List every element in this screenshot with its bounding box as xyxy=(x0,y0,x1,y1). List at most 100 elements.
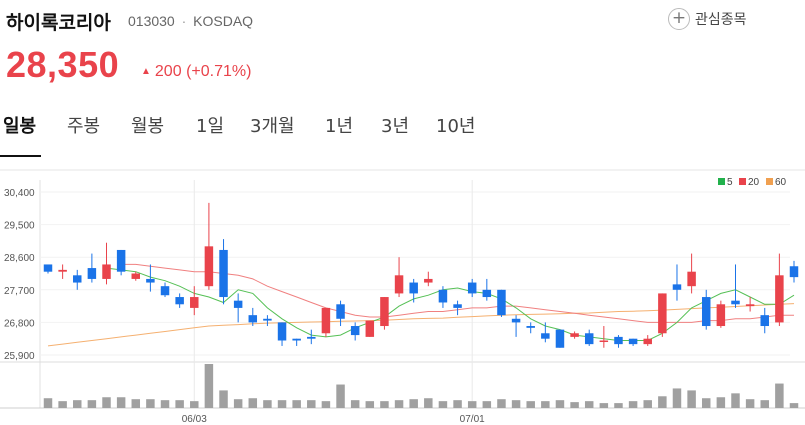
tab-1day[interactable]: 1일 xyxy=(196,116,225,137)
volume-bar xyxy=(497,399,506,408)
candle-body xyxy=(58,269,67,272)
candle xyxy=(526,322,535,334)
candle xyxy=(453,300,462,316)
candle-body xyxy=(248,315,258,323)
legend-label: 5 xyxy=(727,177,733,188)
candle xyxy=(321,307,331,337)
candle xyxy=(146,264,155,292)
volume-bar xyxy=(307,400,316,408)
candle-body xyxy=(775,275,784,323)
candle xyxy=(190,286,199,316)
candle-body xyxy=(511,318,521,323)
legend-label: 60 xyxy=(775,177,787,188)
y-tick-label: 28,600 xyxy=(4,253,35,264)
volume-bar xyxy=(321,401,331,408)
candle xyxy=(497,289,506,317)
volume-bar xyxy=(204,364,214,408)
tab-monthly[interactable]: 월봉 xyxy=(131,116,165,137)
candle xyxy=(394,257,404,298)
candle xyxy=(307,329,316,345)
volume-bar xyxy=(58,401,67,408)
volume-bar xyxy=(775,383,784,408)
candle xyxy=(599,326,609,348)
tab-1year[interactable]: 1년 xyxy=(325,116,354,137)
tab-10years[interactable]: 10년 xyxy=(436,116,476,137)
volume-bar xyxy=(555,400,565,408)
candle xyxy=(511,315,521,337)
volume-bar xyxy=(424,398,433,408)
volume-bar xyxy=(336,384,345,408)
candle xyxy=(658,293,667,337)
volume-bar xyxy=(511,400,521,408)
separator-dot: · xyxy=(181,13,187,29)
candle-body xyxy=(409,282,418,294)
candle-body xyxy=(321,307,331,334)
change-percent: (+0.71%) xyxy=(186,63,252,80)
volume-bar xyxy=(453,400,462,408)
change-amount: 200 xyxy=(154,63,182,80)
volume-bar xyxy=(716,397,726,408)
candle xyxy=(541,322,550,343)
volume-bar xyxy=(219,390,228,408)
candle-body xyxy=(731,300,740,305)
tab-3months[interactable]: 3개월 xyxy=(250,116,295,137)
tab-daily[interactable]: 일봉 xyxy=(3,116,37,137)
volume-bar xyxy=(43,398,53,408)
volume-bar xyxy=(350,400,360,408)
plus-icon: + xyxy=(668,8,690,30)
tab-weekly[interactable]: 주봉 xyxy=(67,116,101,137)
watchlist-label: 관심종목 xyxy=(695,12,747,28)
candle-body xyxy=(263,318,272,321)
candle xyxy=(87,253,97,283)
legend-swatch xyxy=(718,178,725,185)
volume-bar xyxy=(190,401,199,408)
candle-body xyxy=(789,266,799,278)
y-tick-label: 29,500 xyxy=(4,221,35,232)
candle-body xyxy=(175,297,184,305)
y-tick-label: 26,800 xyxy=(4,318,35,329)
volume-bar xyxy=(628,401,638,408)
volume-bar xyxy=(380,401,389,408)
tab-3years[interactable]: 3년 xyxy=(381,116,410,137)
volume-bar xyxy=(687,390,696,408)
candle-body xyxy=(43,264,53,272)
candle xyxy=(482,278,492,301)
volume-bar xyxy=(73,400,82,408)
candle xyxy=(292,338,301,346)
stock-code-market: 013030 · KOSDAQ xyxy=(128,13,253,29)
x-tick-label: 07/01 xyxy=(460,414,485,425)
volume-bar xyxy=(87,400,97,408)
active-tab-underline xyxy=(0,155,41,157)
volume-bar xyxy=(658,396,667,408)
ma60-line xyxy=(47,303,795,347)
candle xyxy=(248,307,258,327)
price-change: ▲ 200 (+0.71%) xyxy=(141,63,251,81)
candle-body xyxy=(131,273,141,279)
candle-body xyxy=(497,289,506,316)
volume-bar xyxy=(233,399,243,408)
candle-body xyxy=(643,338,652,345)
candle xyxy=(745,297,755,312)
watchlist-button[interactable]: + 관심종목 xyxy=(668,8,747,30)
volume-bar xyxy=(248,398,258,408)
candle-body xyxy=(350,326,360,336)
candle-body xyxy=(745,304,755,307)
y-tick-label: 30,400 xyxy=(4,188,35,199)
candle xyxy=(58,264,67,279)
candle-body xyxy=(453,304,462,308)
stock-code: 013030 xyxy=(128,13,175,29)
candle xyxy=(775,253,784,327)
candle xyxy=(175,293,184,308)
candle-body xyxy=(716,304,726,327)
candle xyxy=(438,286,448,308)
candle-body xyxy=(336,304,345,319)
volume-bar xyxy=(482,401,492,408)
volume-bar xyxy=(570,402,579,408)
volume-bar xyxy=(467,401,477,408)
candle xyxy=(365,320,375,337)
volume-bar xyxy=(526,401,535,408)
candle xyxy=(43,264,53,274)
candle-body xyxy=(73,275,82,283)
candle xyxy=(628,338,638,346)
